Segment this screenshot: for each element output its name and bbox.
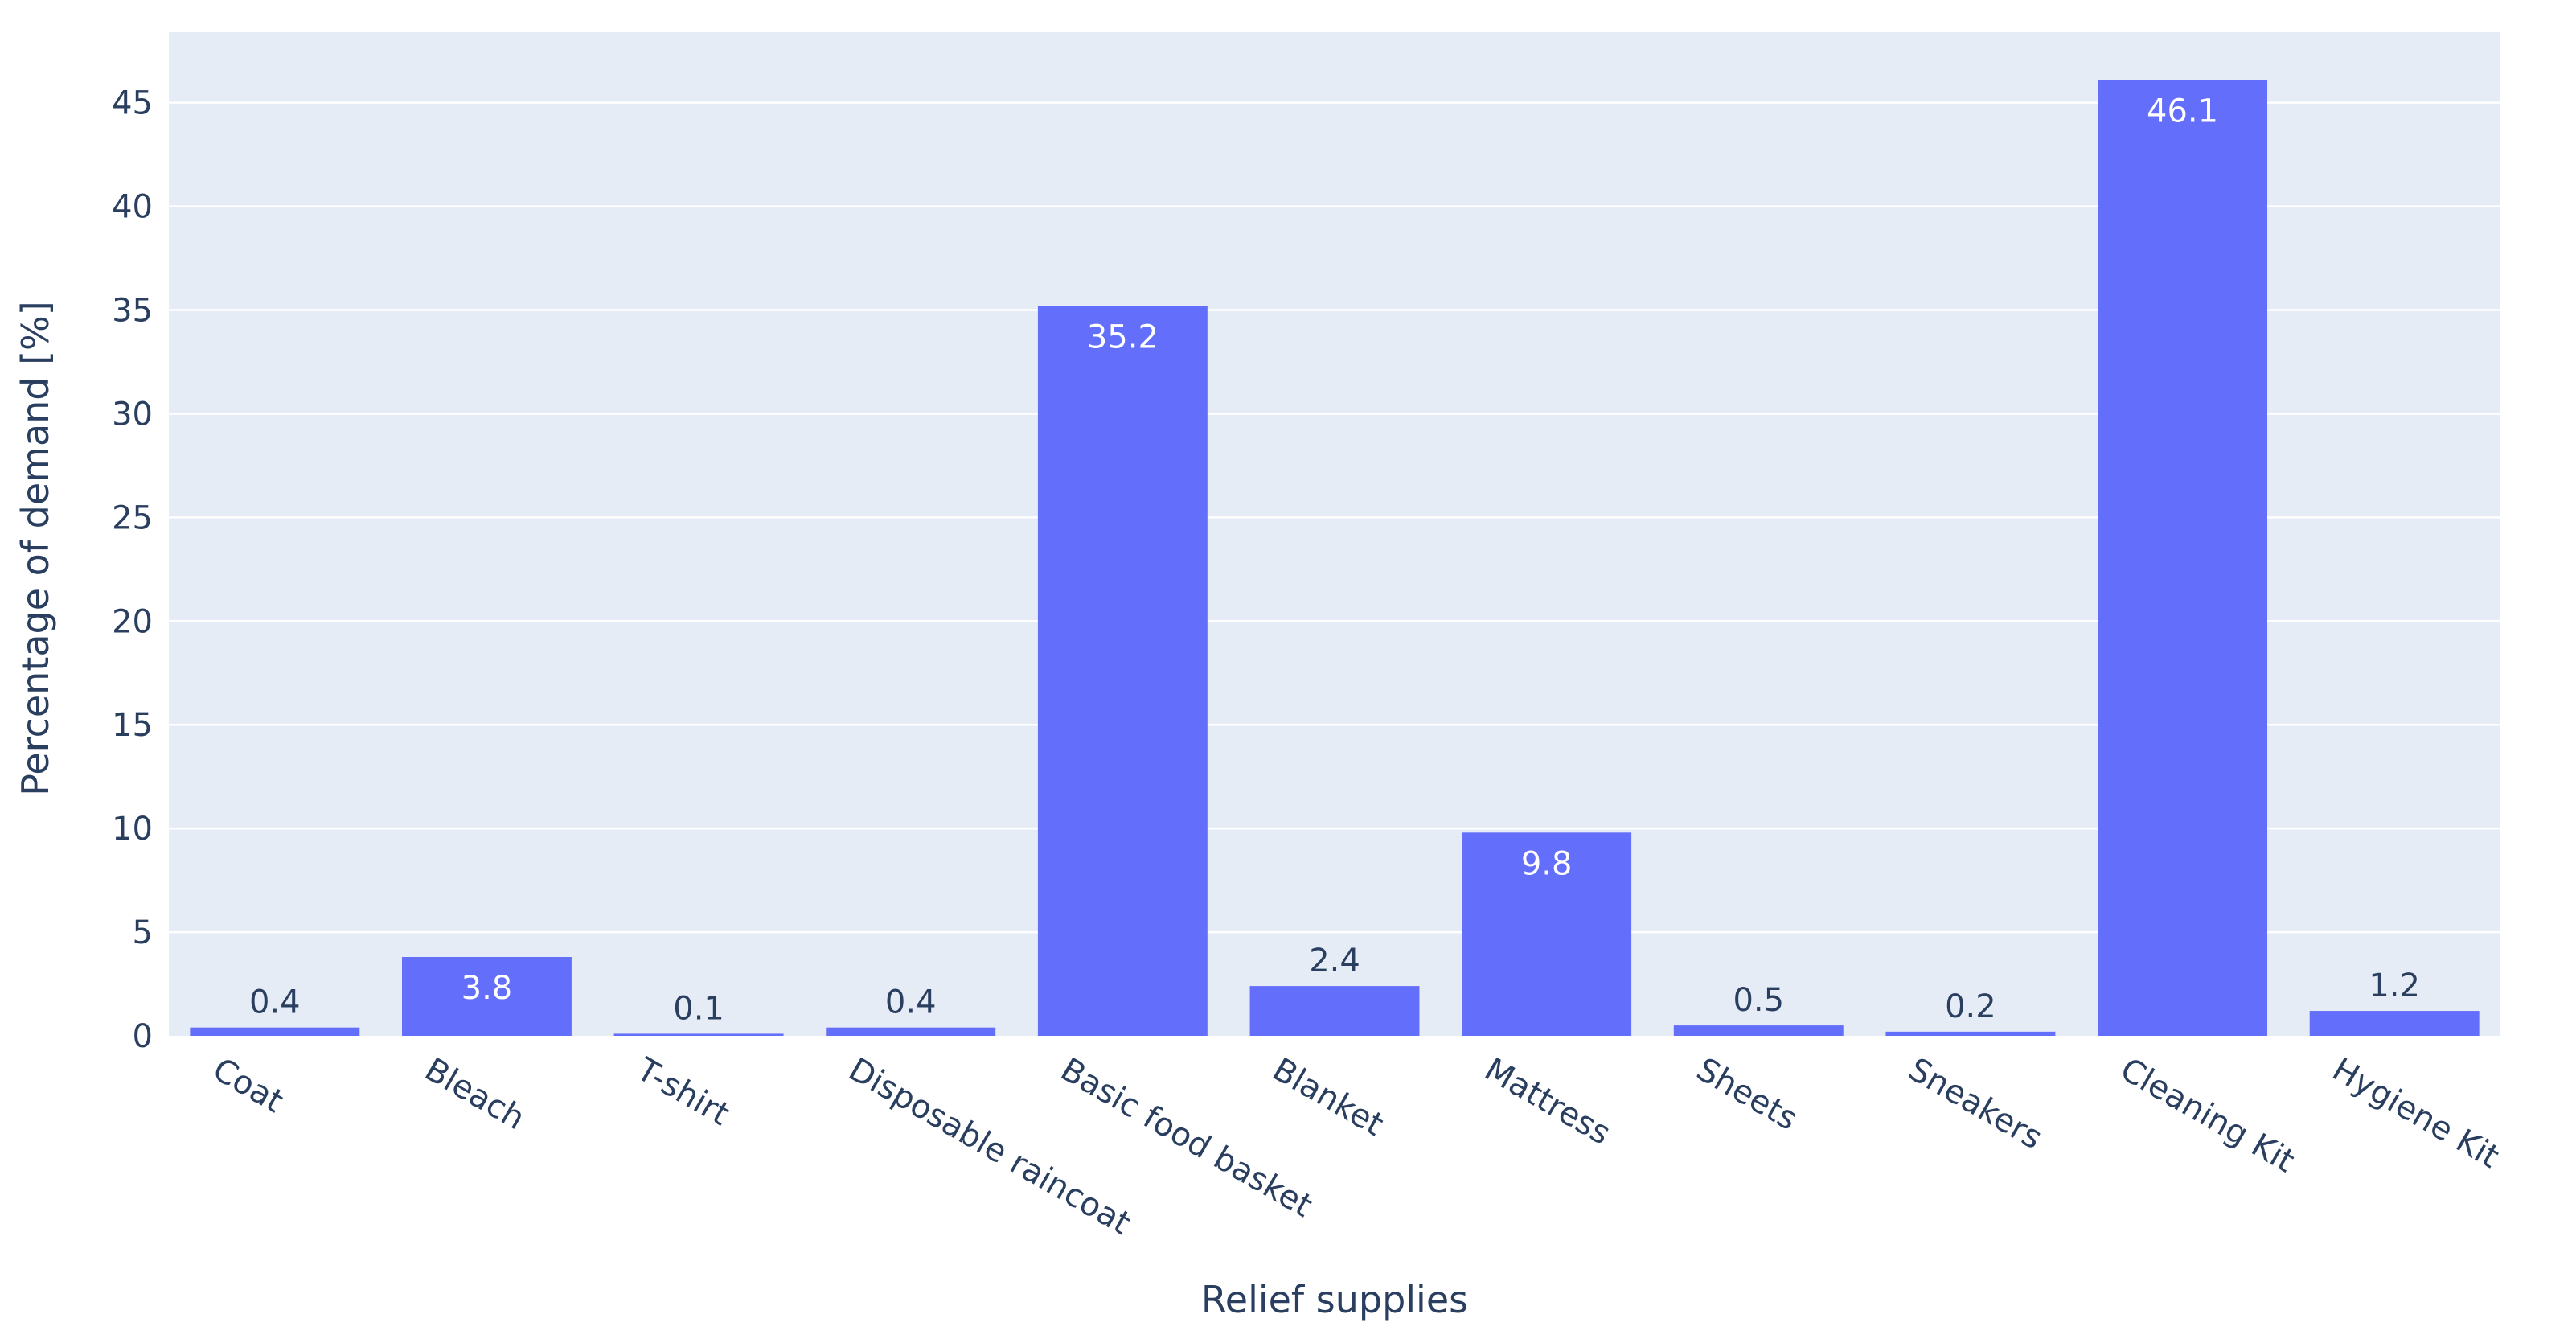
y-tick-label: 0	[133, 1018, 153, 1055]
bar-value-label: 0.2	[1945, 988, 1996, 1025]
bar-value-label: 9.8	[1521, 845, 1573, 882]
x-tick-label: Bleach	[418, 1051, 531, 1137]
y-tick-label: 30	[112, 396, 153, 433]
y-axis-title: Percentage of demand [%]	[14, 301, 57, 795]
bars	[190, 80, 2480, 1036]
x-axis-ticks: Coat Bleach T-shirt Disposable raincoatBasi…	[207, 1050, 2505, 1242]
y-tick-label: 10	[112, 811, 153, 848]
bar	[402, 957, 572, 1036]
bar-value-label: 0.4	[885, 984, 937, 1021]
bar-value-label: 2.4	[1309, 943, 1360, 980]
bar-value-label: 35.2	[1087, 318, 1159, 355]
x-tick-label: Sneakers	[1902, 1051, 2049, 1157]
bar	[2098, 80, 2267, 1036]
y-axis-ticks: 0 5 10 15 20 25 30 35 40 45	[112, 85, 153, 1055]
bar	[826, 1027, 996, 1036]
bar	[1249, 986, 1420, 1036]
bar-value-label: 3.8	[461, 970, 513, 1007]
x-tick-label: Blanket	[1266, 1051, 1389, 1144]
bar	[613, 1033, 784, 1036]
bar-value-labels: 0.4 3.8 0.1 0.4 35.2 2.4 9.8 0.5 0.2 46.1 1.2	[249, 92, 2420, 1027]
bar	[1673, 1025, 1844, 1036]
x-tick-label: T-shirt	[630, 1050, 736, 1133]
y-tick-label: 15	[112, 707, 153, 744]
x-tick-label: Mattress	[1479, 1051, 1617, 1152]
bar	[1462, 832, 1632, 1036]
y-tick-label: 45	[112, 85, 153, 122]
bar-value-label: 1.2	[2369, 967, 2420, 1004]
y-tick-label: 35	[112, 293, 153, 330]
x-tick-label: Hygiene Kit	[2326, 1051, 2505, 1176]
y-tick-label: 40	[112, 189, 153, 226]
x-tick-label: Sheets	[1690, 1051, 1803, 1138]
x-axis-title: Relief supplies	[1201, 1278, 1468, 1321]
x-tick-label: Cleaning Kit	[2115, 1051, 2301, 1180]
y-tick-label: 5	[133, 914, 153, 951]
bar-value-label: 0.5	[1733, 982, 1784, 1019]
y-tick-label: 20	[112, 603, 153, 640]
bar	[1037, 306, 1208, 1036]
bar-value-label: 0.1	[673, 990, 724, 1027]
bar-value-label: 0.4	[249, 984, 301, 1021]
bar	[2309, 1011, 2480, 1036]
bar	[190, 1027, 360, 1036]
bar-value-label: 46.1	[2147, 92, 2218, 129]
y-tick-label: 25	[112, 499, 153, 536]
bar	[1885, 1031, 2056, 1036]
x-tick-label: Coat	[207, 1051, 289, 1120]
